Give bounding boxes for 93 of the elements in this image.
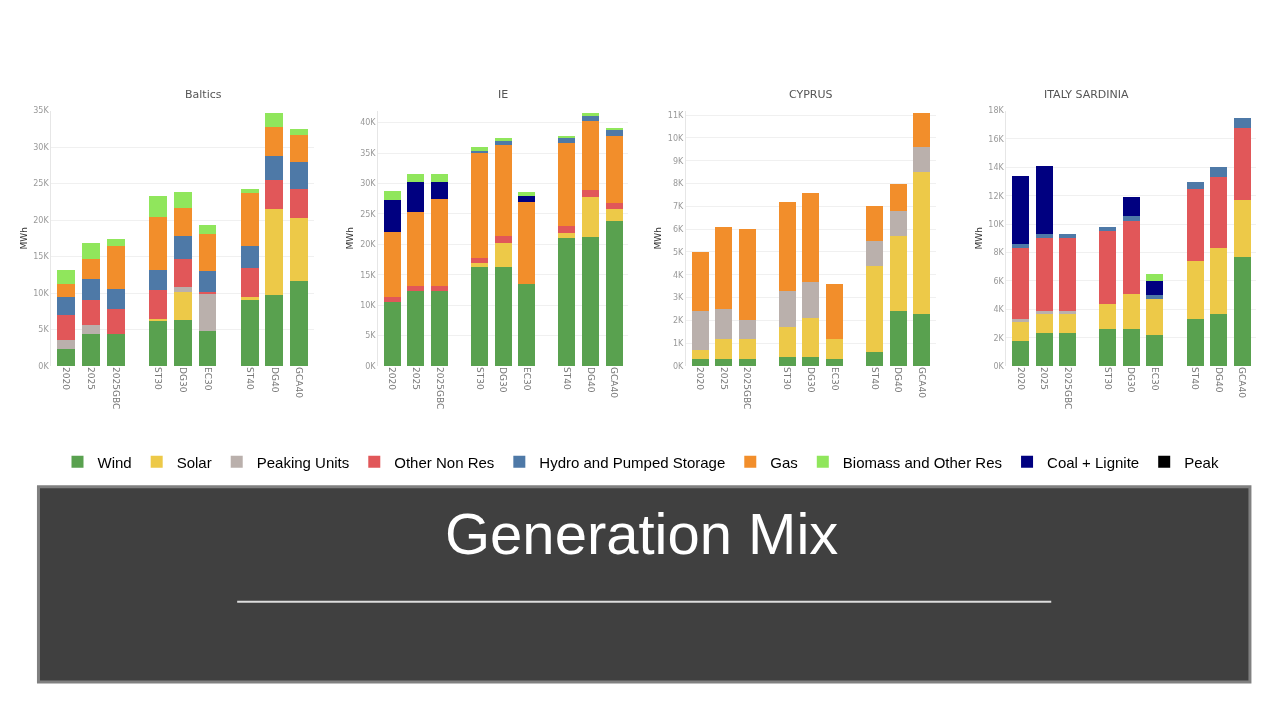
- y-tick-label: 5K: [365, 331, 377, 341]
- x-tick-label: 2025GBC: [742, 367, 753, 410]
- x-tick-label: DG40: [269, 367, 280, 393]
- x-tick-label: 2025GBC: [1062, 367, 1073, 410]
- y-tick-label: 0K: [365, 361, 377, 371]
- x-tick-label: EC30: [521, 367, 532, 391]
- x-tick-label: DG40: [893, 367, 904, 393]
- chart-title: ITALY SARDINIA: [1044, 88, 1130, 101]
- y-axis-title: MWh: [345, 227, 356, 250]
- legend-label: Wind: [97, 453, 132, 471]
- chart-title: IE: [498, 88, 509, 101]
- chart-title: CYPRUS: [789, 88, 833, 101]
- y-tick-label: 9K: [672, 156, 685, 166]
- legend-label: Solar: [176, 453, 212, 471]
- y-tick-label: 5K: [38, 325, 50, 335]
- y-tick-label: 20K: [360, 240, 377, 250]
- y-axis-title: MWh: [653, 227, 664, 250]
- y-tick-label: 8K: [672, 179, 685, 189]
- text: Generation Mix: [445, 501, 839, 566]
- y-tick-label: 35K: [33, 106, 50, 116]
- y-tick-label: 10K: [988, 219, 1005, 229]
- x-tick-label: ST30: [1102, 367, 1113, 391]
- y-tick-label: 35K: [360, 148, 377, 158]
- legend-label: Other Non Res: [394, 453, 495, 471]
- y-tick-label: 2K: [672, 316, 685, 326]
- x-tick-label: ST30: [782, 367, 793, 391]
- x-tick-label: 2020: [387, 367, 398, 391]
- x-tick-label: ST30: [152, 367, 163, 391]
- x-tick-label: GCA40: [294, 367, 305, 399]
- y-tick-label: 11K: [667, 110, 685, 120]
- x-tick-label: EC30: [829, 367, 840, 391]
- x-tick-label: DG30: [177, 367, 188, 393]
- chart-title: Baltics: [185, 88, 222, 101]
- legend-label: Gas: [770, 453, 798, 471]
- y-tick-label: 10K: [33, 288, 50, 298]
- x-tick-label: ST40: [244, 367, 255, 391]
- legend-label: Peaking Units: [256, 453, 350, 471]
- y-axis-title: MWh: [973, 227, 984, 250]
- y-tick-label: 15K: [360, 270, 377, 280]
- x-tick-label: GCA40: [609, 367, 620, 399]
- y-tick-label: 30K: [360, 179, 377, 189]
- legend-label: Biomass and Other Res: [842, 453, 1003, 471]
- legend-label: Coal + Lignite: [1047, 453, 1140, 471]
- x-tick-label: DG30: [498, 367, 509, 393]
- y-tick-label: 30K: [33, 142, 50, 152]
- y-tick-label: 2K: [993, 333, 1005, 343]
- y-tick-label: 3K: [672, 293, 685, 303]
- y-tick-label: 40K: [360, 118, 377, 128]
- x-tick-label: 2025: [411, 367, 421, 391]
- x-tick-label: GCA40: [916, 367, 927, 399]
- y-tick-label: 12K: [988, 191, 1005, 201]
- x-tick-label: 2025: [1039, 367, 1050, 391]
- y-tick-label: 15K: [33, 252, 50, 262]
- x-tick-label: DG30: [1126, 367, 1137, 393]
- x-tick-label: GCA40: [1237, 367, 1248, 399]
- x-tick-label: 2020: [1015, 367, 1026, 391]
- x-tick-label: DG40: [1213, 367, 1224, 393]
- x-tick-label: 2025: [86, 367, 97, 391]
- y-tick-label: 4K: [672, 270, 685, 280]
- y-tick-label: 0K: [672, 361, 685, 371]
- y-tick-label: 16K: [988, 134, 1005, 144]
- legend-label: Hydro and Pumped Storage: [539, 453, 726, 471]
- y-tick-label: 4K: [993, 305, 1005, 315]
- y-tick-label: 7K: [672, 202, 685, 212]
- y-tick-label: 8K: [993, 248, 1005, 258]
- y-tick-label: 14K: [988, 163, 1005, 173]
- y-tick-label: 6K: [672, 224, 685, 234]
- y-axis-title: MWh: [18, 227, 29, 250]
- y-tick-label: 18K: [988, 106, 1005, 116]
- y-tick-label: 0K: [38, 361, 50, 371]
- y-tick-label: 0K: [993, 361, 1005, 371]
- x-tick-label: DG30: [805, 367, 816, 393]
- x-tick-label: ST40: [869, 367, 880, 391]
- x-tick-label: 2025GBC: [434, 367, 445, 410]
- y-tick-label: 5K: [672, 247, 685, 257]
- x-tick-label: EC30: [202, 367, 213, 391]
- y-tick-label: 1K: [672, 339, 685, 349]
- x-tick-label: ST40: [1190, 367, 1201, 391]
- x-tick-label: ST40: [561, 367, 572, 391]
- legend-label: Peak: [1184, 453, 1219, 471]
- x-tick-label: 2025GBC: [110, 367, 121, 410]
- y-tick-label: 10K: [360, 301, 377, 311]
- y-tick-label: 20K: [33, 215, 50, 225]
- x-tick-label: ST30: [474, 367, 485, 391]
- y-tick-label: 25K: [360, 209, 377, 219]
- x-tick-label: 2020: [61, 367, 72, 391]
- y-tick-label: 25K: [33, 179, 50, 189]
- y-tick-label: 10K: [667, 133, 685, 143]
- y-tick-label: 6K: [993, 276, 1005, 286]
- x-tick-label: DG40: [585, 367, 596, 393]
- x-tick-label: 2020: [695, 367, 706, 391]
- x-tick-label: 2025: [718, 367, 729, 391]
- x-tick-label: EC30: [1150, 367, 1161, 391]
